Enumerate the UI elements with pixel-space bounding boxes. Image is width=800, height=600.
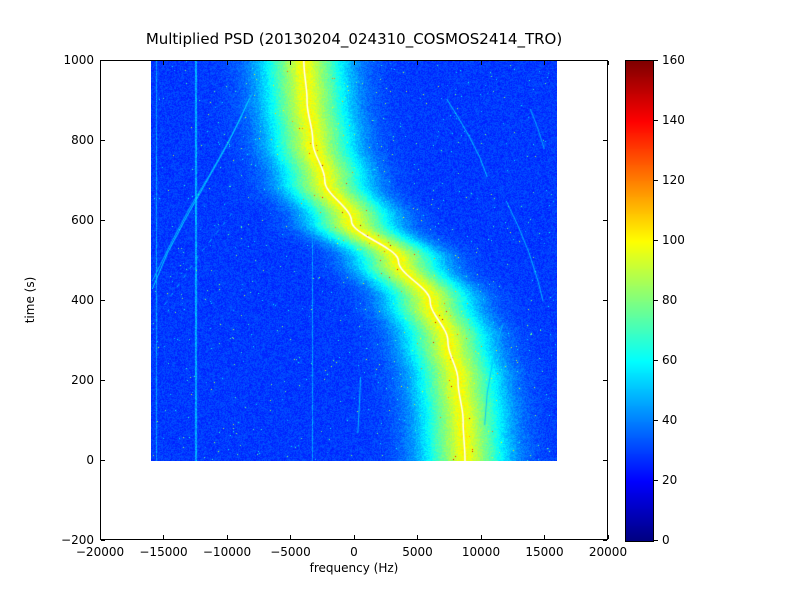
y-tick-mark: [603, 459, 607, 461]
y-tick-mark: [603, 379, 607, 381]
y-axis-label: time (s): [23, 276, 37, 324]
colorbar: [625, 60, 654, 542]
colorbar-tick-mark: [654, 59, 658, 61]
x-tick-label: 0: [350, 545, 358, 559]
x-tick-mark: [417, 535, 418, 539]
x-tick-mark: [544, 535, 545, 539]
x-tick-label: 15000: [525, 545, 564, 559]
colorbar-tick-label: 100: [662, 233, 685, 247]
colorbar-tick-label: 120: [662, 173, 685, 187]
chart-title: Multiplied PSD (20130204_024310_COSMOS24…: [145, 30, 563, 48]
plot-area: [100, 60, 608, 540]
y-tick-mark: [101, 539, 105, 541]
x-tick-mark: [290, 535, 291, 539]
y-tick-mark: [101, 299, 105, 301]
y-tick-label: 600: [71, 213, 94, 227]
y-tick-mark: [603, 59, 607, 61]
y-tick-label: 800: [71, 133, 94, 147]
x-tick-label: −15000: [139, 545, 188, 559]
y-tick-label: 400: [71, 293, 94, 307]
y-tick-label: 200: [71, 373, 94, 387]
colorbar-tick-label: 60: [662, 353, 678, 367]
colorbar-tick-mark: [654, 419, 658, 421]
x-tick-label: 20000: [588, 545, 628, 559]
colorbar-tick-label: 40: [662, 413, 678, 427]
colorbar-tick-mark: [654, 539, 658, 541]
x-tick-mark: [607, 61, 609, 65]
colorbar-tick-mark: [654, 179, 658, 181]
colorbar-tick-label: 160: [662, 53, 685, 67]
colorbar-tick-mark: [654, 239, 658, 241]
x-tick-mark: [480, 61, 482, 65]
x-tick-mark: [226, 535, 228, 539]
x-axis-label: frequency (Hz): [309, 561, 399, 575]
x-tick-mark: [163, 535, 164, 539]
x-tick-mark: [353, 535, 355, 539]
colorbar-tick-label: 20: [662, 473, 678, 487]
x-tick-mark: [226, 61, 228, 65]
x-tick-mark: [544, 61, 545, 65]
y-tick-mark: [603, 139, 607, 141]
y-tick-mark: [101, 59, 105, 61]
x-tick-mark: [163, 61, 164, 65]
y-tick-mark: [603, 539, 607, 541]
x-tick-mark: [607, 535, 609, 539]
x-tick-mark: [353, 61, 355, 65]
x-tick-label: −10000: [202, 545, 252, 559]
y-tick-label: 1000: [63, 53, 94, 67]
colorbar-gradient: [626, 61, 653, 541]
x-tick-mark: [290, 61, 291, 65]
x-tick-label: 5000: [402, 545, 433, 559]
colorbar-tick-mark: [654, 299, 658, 301]
x-tick-mark: [99, 61, 101, 65]
colorbar-tick-mark: [654, 479, 658, 481]
y-tick-mark: [603, 219, 607, 221]
x-tick-label: −20000: [75, 545, 125, 559]
colorbar-tick-label: 80: [662, 293, 678, 307]
y-tick-mark: [101, 219, 105, 221]
y-tick-mark: [101, 459, 105, 461]
colorbar-tick-mark: [654, 119, 658, 121]
x-tick-mark: [99, 535, 101, 539]
colorbar-tick-mark: [654, 359, 658, 361]
x-tick-label: −5000: [270, 545, 311, 559]
x-tick-mark: [480, 535, 482, 539]
y-tick-label: −200: [61, 533, 94, 547]
y-tick-mark: [101, 379, 105, 381]
y-tick-mark: [101, 139, 105, 141]
x-tick-label: 10000: [461, 545, 501, 559]
colorbar-tick-label: 140: [662, 113, 685, 127]
x-tick-mark: [417, 61, 418, 65]
y-tick-mark: [603, 299, 607, 301]
y-tick-label: 0: [86, 453, 94, 467]
colorbar-tick-label: 0: [662, 533, 670, 547]
spectrogram-heatmap: [151, 61, 557, 461]
